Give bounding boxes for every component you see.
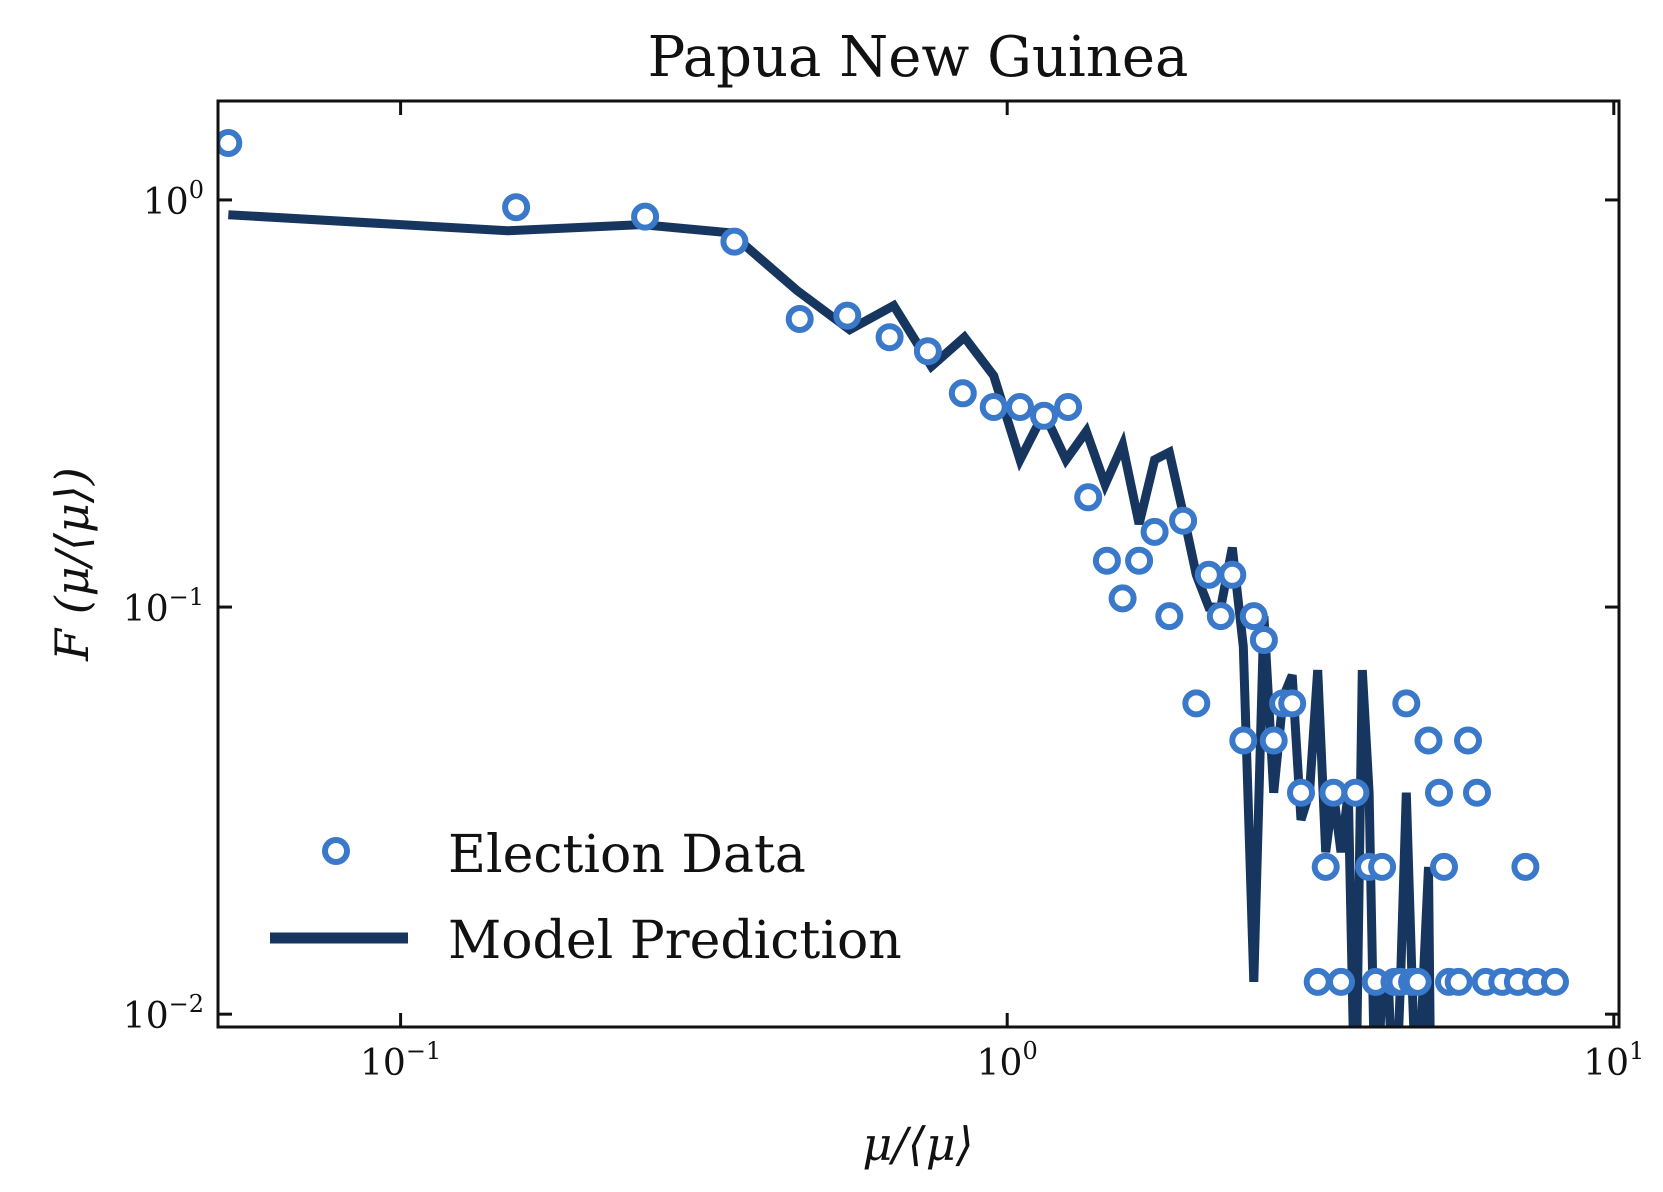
y-tick-label: 10−2: [123, 990, 204, 1037]
y-axis-label: F (μ/⟨μ⟩): [45, 467, 99, 662]
data-point: [1218, 560, 1247, 589]
data-point: [1368, 852, 1397, 881]
y-tick-label: 10−1: [123, 583, 204, 630]
data-point: [1006, 393, 1034, 421]
data-point: [1278, 689, 1307, 718]
legend-label-model-prediction: Model Prediction: [448, 911, 902, 971]
x-tick-label: 101: [1583, 1037, 1644, 1084]
data-point: [785, 305, 814, 333]
data-point: [1030, 401, 1058, 430]
data-point: [1194, 560, 1223, 589]
chart-title: Papua New Guinea: [648, 25, 1189, 90]
data-point: [1108, 584, 1137, 613]
data-point: [1206, 602, 1235, 631]
series-line-model-prediction: [228, 210, 1435, 1027]
data-point: [1425, 778, 1453, 807]
data-point: [833, 301, 862, 330]
data-point: [1155, 602, 1184, 631]
data-point: [948, 379, 977, 408]
data-point: [1511, 852, 1540, 881]
data-point: [1287, 778, 1315, 807]
data-point: [1403, 967, 1432, 996]
data-point: [1259, 726, 1288, 755]
legend: Election Data Model Prediction: [270, 825, 902, 971]
data-point: [720, 227, 749, 256]
legend-label-election-data: Election Data: [448, 825, 806, 885]
data-point: [1169, 506, 1198, 535]
legend-marker-election-data: [322, 837, 350, 865]
data-point: [1341, 778, 1370, 807]
data-point: [1054, 393, 1083, 421]
axes: 10−1 100 101 10−2 10−1 100: [123, 101, 1644, 1084]
x-tick-label: 10−1: [360, 1037, 441, 1084]
data-point: [875, 323, 904, 352]
y-tick-label: 100: [143, 176, 204, 223]
data-point: [218, 129, 243, 157]
x-axis-label: μ/⟨μ⟩: [862, 1117, 973, 1171]
data-point: [1392, 689, 1421, 718]
data-point: [1414, 726, 1443, 755]
data-point: [913, 337, 942, 366]
data-point: [1303, 967, 1332, 996]
data-point: [979, 393, 1008, 421]
data-point: [1074, 483, 1103, 512]
data-point: [631, 202, 660, 231]
data-point: [1092, 546, 1121, 575]
data-point: [1463, 778, 1491, 807]
data-point: [1444, 967, 1473, 996]
data-point: [502, 193, 531, 222]
plot-area: [218, 129, 1569, 1027]
data-point: [1454, 726, 1482, 755]
data-point: [1182, 689, 1211, 718]
data-point: [1327, 967, 1355, 996]
x-tick-label: 100: [977, 1037, 1038, 1084]
data-point: [1140, 517, 1169, 546]
data-point: [1319, 778, 1348, 807]
data-point: [1541, 967, 1569, 996]
data-point: [1311, 852, 1340, 881]
plot-frame: [216, 99, 1621, 1029]
data-point: [1125, 546, 1154, 575]
data-point: [1249, 626, 1278, 654]
data-point: [1229, 726, 1258, 755]
data-point: [1430, 852, 1458, 881]
data-point: [1239, 602, 1268, 631]
